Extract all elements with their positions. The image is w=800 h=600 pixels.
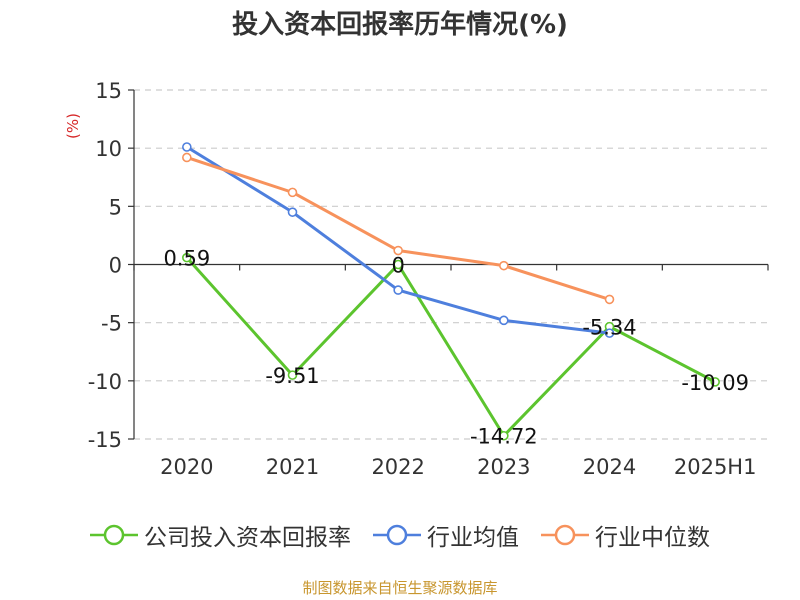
x-tick-label: 2022 [371, 455, 424, 479]
data-source-note: 制图数据来自恒生聚源数据库 [302, 579, 498, 597]
data-point [499, 430, 509, 441]
legend-marker-orange-icon [541, 524, 589, 546]
data-point [499, 260, 509, 271]
legend-item-industry-median[interactable]: 行业中位数 [541, 518, 710, 552]
y-tick-label: -5 [101, 312, 122, 336]
chart-title: 投入资本回报率历年情况(%) [232, 10, 568, 40]
data-label: 0 [391, 254, 404, 278]
data-point [287, 207, 298, 217]
x-tick-label: 2021 [266, 455, 319, 479]
legend-item-company[interactable]: 公司投入资本回报率 [90, 518, 351, 552]
series-line [185, 256, 716, 438]
data-label: -9.51 [265, 364, 319, 388]
data-label: -14.72 [470, 425, 538, 449]
legend: 公司投入资本回报率 行业均值 行业中位数 [0, 518, 800, 552]
y-tick-label: -15 [88, 428, 122, 452]
data-point [182, 152, 192, 163]
series-lines [182, 142, 720, 441]
data-point [393, 285, 403, 295]
data-point [499, 315, 509, 326]
y-tick-label: 15 [95, 79, 122, 103]
data-point [710, 377, 720, 387]
legend-label-company: 公司投入资本回报率 [144, 525, 351, 551]
y-tick-label: 5 [109, 195, 122, 219]
x-tick-label: 2024 [583, 455, 636, 479]
y-tick-label: 0 [109, 254, 122, 278]
axes: (%) 15 10 5 0 -5 -10 -15 2020 2021 2022 2023 2024 20… [64, 79, 769, 479]
y-tick-label: 10 [95, 137, 122, 161]
grid-lines [134, 89, 768, 440]
x-tick-label: 2025H1 [674, 455, 757, 479]
y-tick-label: -10 [88, 370, 122, 394]
data-label: -10.09 [681, 371, 749, 395]
x-tick-label: 2020 [160, 455, 213, 479]
y-axis-unit-label: (%) [64, 113, 82, 139]
data-point [393, 245, 403, 256]
x-tick-label: 2023 [477, 455, 530, 479]
data-point [287, 370, 298, 380]
legend-label-industry-median: 行业中位数 [595, 525, 710, 551]
data-point [393, 259, 403, 270]
data-point [604, 294, 615, 305]
data-point [604, 328, 615, 338]
data-point [182, 142, 192, 152]
series-line [186, 145, 610, 335]
data-point [287, 187, 298, 198]
legend-item-industry-mean[interactable]: 行业均值 [373, 518, 519, 552]
data-label: 0.59 [163, 247, 210, 271]
legend-label-industry-mean: 行业均值 [427, 525, 519, 551]
data-point [182, 252, 192, 263]
data-label: -5.34 [582, 316, 636, 340]
legend-marker-blue-icon [373, 524, 421, 546]
series-line [186, 156, 610, 301]
legend-marker-green-icon [90, 524, 138, 546]
data-labels: 0.59 -9.51 0 -14.72 -5.34 -10.09 [163, 247, 749, 449]
